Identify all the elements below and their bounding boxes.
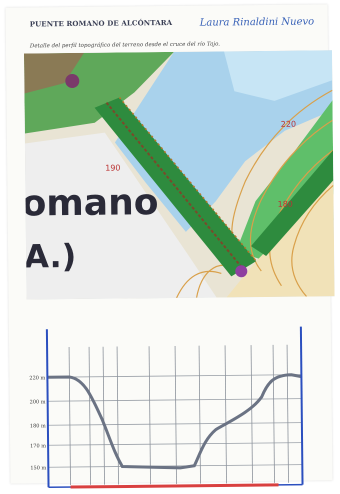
profile-y-label-170: 170 m <box>30 443 46 449</box>
profile-y-label-200: 200 m <box>30 399 46 405</box>
profile-cut-line <box>105 102 245 270</box>
map-marker-top <box>65 74 80 89</box>
topographic-map: omano A.) 220 180 190 <box>23 50 335 300</box>
document-subtitle: Detalle del perfil topográfico del terre… <box>29 41 221 50</box>
right-road <box>251 150 334 256</box>
contour-label-180: 180 <box>278 200 293 209</box>
profile-axis-right <box>299 326 304 485</box>
map-place-suffix: A.) <box>24 237 76 276</box>
map-canvas: omano A.) 220 180 190 <box>23 50 335 300</box>
author-signature: Laura Rinaldini Nuevo <box>199 16 315 29</box>
map-building-area <box>23 52 84 94</box>
profile-axis-left <box>45 329 50 488</box>
map-place-name: omano <box>24 182 159 224</box>
document-page: PUENTE ROMANO DE ALCÓNTARA Laura Rinaldi… <box>5 4 335 489</box>
map-marker <box>235 265 248 278</box>
map-contour-lines <box>176 89 334 299</box>
profile-canvas: 220 m 200 m 180 m 170 m 150 m <box>29 326 304 489</box>
profile-grid-vertical <box>68 344 289 486</box>
contour-label-220: 220 <box>281 120 296 129</box>
profile-y-label-150: 150 m <box>30 465 46 471</box>
topographic-profile: 220 m 200 m 180 m 170 m 150 m <box>29 324 321 489</box>
profile-y-label-220: 220 m <box>29 375 45 381</box>
profile-y-label-180: 180 m <box>30 423 46 429</box>
document-header: PUENTE ROMANO DE ALCÓNTARA Laura Rinaldi… <box>30 16 330 49</box>
bridge-road <box>94 97 257 277</box>
contour-label-190: 190 <box>105 164 120 173</box>
map-town-area <box>24 132 217 300</box>
profile-line <box>47 373 302 470</box>
